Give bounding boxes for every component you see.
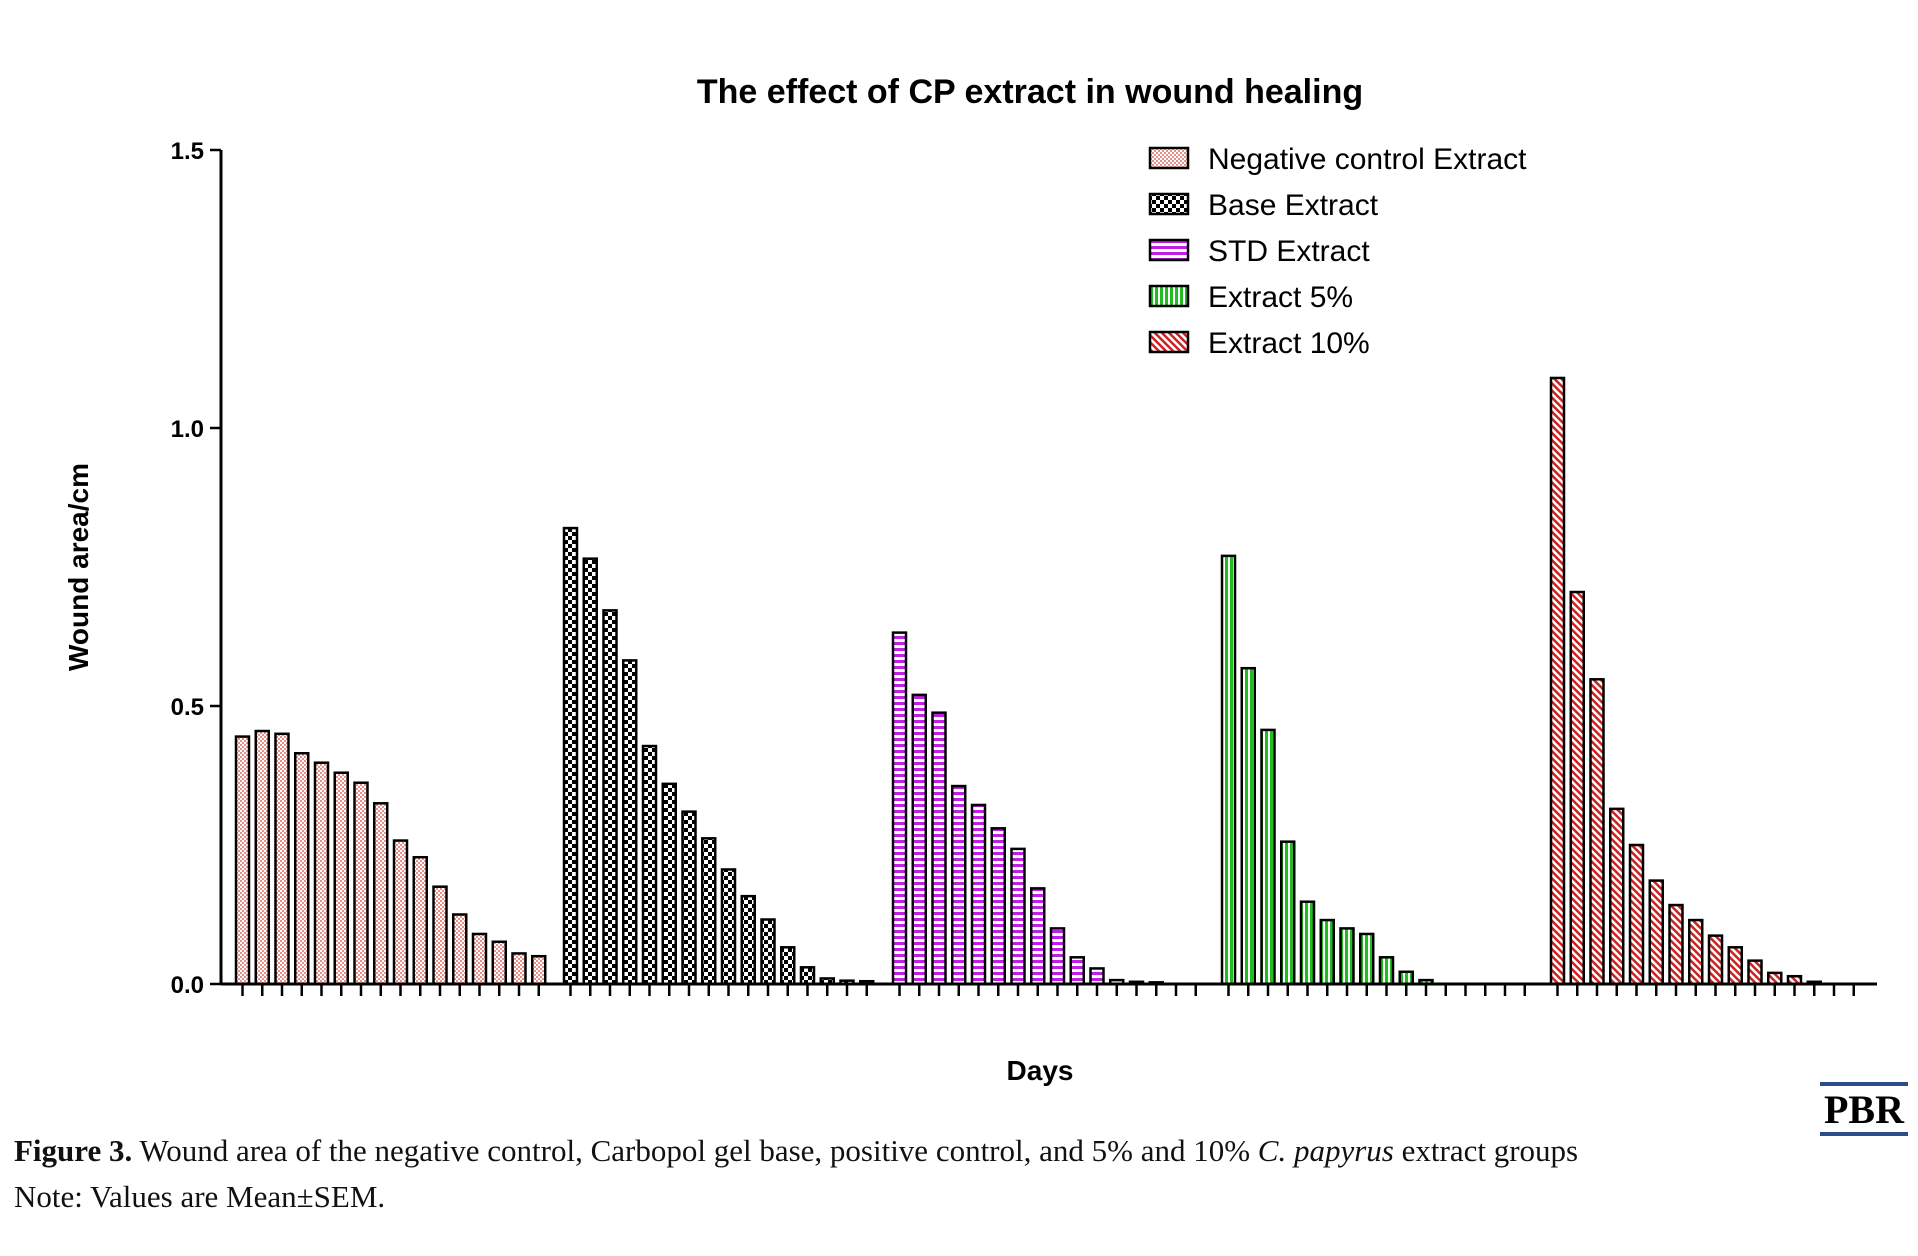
y-tick-label: 0.5 — [171, 694, 204, 721]
legend-swatch — [1148, 330, 1190, 354]
figure-caption: Figure 3. Wound area of the negative con… — [14, 1128, 1910, 1220]
pbr-logo: PBR — [1820, 1082, 1908, 1136]
legend-swatch — [1148, 146, 1190, 170]
bar — [562, 526, 579, 986]
bar — [432, 885, 448, 986]
bar — [392, 839, 409, 986]
bar — [313, 761, 330, 986]
bar — [1378, 956, 1395, 986]
legend: Negative control Extract Base Extract STD … — [1148, 143, 1527, 360]
caption-figure-label: Figure 3. — [14, 1133, 133, 1168]
legend-label: Negative control Extract — [1208, 143, 1527, 176]
bar — [1668, 903, 1684, 986]
legend-label: Extract 5% — [1208, 281, 1353, 314]
chart-title: The effect of CP extract in wound healin… — [697, 73, 1363, 111]
y-axis-title: Wound area/cm — [63, 463, 94, 671]
bar — [1089, 967, 1105, 986]
bar — [602, 609, 618, 986]
bar — [681, 810, 697, 986]
caption-species: C. papyrus — [1257, 1133, 1394, 1168]
bar — [1747, 959, 1763, 986]
bar — [471, 932, 488, 986]
bar — [1049, 927, 1066, 986]
bar — [970, 803, 987, 986]
x-axis-title: Days — [1007, 1055, 1074, 1086]
caption-text-before: Wound area of the negative control, Carb… — [132, 1133, 1258, 1168]
bar — [931, 711, 947, 986]
legend-swatch — [1148, 284, 1190, 308]
bar — [1398, 970, 1414, 986]
y-tick-label: 0.0 — [171, 972, 204, 999]
bar — [1319, 918, 1335, 986]
bar — [799, 966, 816, 986]
legend-label: Extract 10% — [1208, 327, 1370, 360]
bar — [990, 827, 1006, 986]
caption-line-1: Figure 3. Wound area of the negative con… — [14, 1128, 1910, 1174]
bar — [254, 729, 270, 986]
bar — [491, 940, 507, 986]
bar — [641, 744, 658, 986]
bar — [412, 855, 428, 986]
bars-group — [234, 376, 1822, 986]
bar — [1549, 376, 1566, 986]
bar — [760, 918, 776, 986]
bar — [1767, 971, 1783, 986]
bar — [740, 894, 756, 986]
bar — [1707, 934, 1724, 986]
chart: The effect of CP extract in wound healin… — [63, 73, 1877, 1086]
bar — [373, 802, 389, 986]
bar — [891, 631, 908, 986]
bar — [452, 913, 468, 986]
bar — [1260, 728, 1276, 986]
y-tick-label: 1.5 — [171, 138, 204, 165]
bar — [1688, 918, 1704, 986]
bar — [1240, 666, 1256, 986]
bar — [1220, 554, 1237, 986]
bar — [353, 781, 369, 986]
bar — [1010, 847, 1026, 986]
bar — [1569, 590, 1585, 986]
bar — [1280, 840, 1296, 986]
legend-swatch — [1148, 238, 1190, 262]
legend-label: Base Extract — [1208, 189, 1379, 222]
caption-note: Note: Values are Mean±SEM. — [14, 1179, 386, 1214]
bar — [951, 784, 967, 986]
bar — [661, 782, 677, 986]
ticks-group: 0.0 0.5 1.0 1.5 — [171, 138, 1855, 999]
bar — [531, 954, 547, 986]
legend-swatch — [1148, 192, 1190, 216]
bar — [274, 732, 290, 986]
bar — [294, 752, 310, 986]
bar — [1339, 927, 1355, 986]
legend-label: STD Extract — [1208, 235, 1370, 268]
bar — [582, 557, 598, 986]
bar — [1069, 956, 1085, 986]
bar — [234, 735, 251, 986]
bar — [1727, 946, 1743, 986]
bar — [1609, 807, 1625, 986]
bar — [1589, 678, 1605, 986]
bar — [1648, 879, 1664, 986]
bar — [1628, 843, 1645, 986]
y-tick-label: 1.0 — [171, 416, 204, 443]
bar — [622, 659, 638, 986]
bar — [720, 868, 737, 986]
bar — [1030, 887, 1046, 986]
bar — [780, 946, 796, 986]
bar — [511, 952, 527, 986]
bar — [911, 693, 927, 986]
caption-text-after: extract groups — [1393, 1133, 1579, 1168]
bar — [333, 771, 349, 986]
bar — [1299, 900, 1316, 986]
bar — [701, 837, 717, 986]
bar — [1359, 932, 1375, 986]
